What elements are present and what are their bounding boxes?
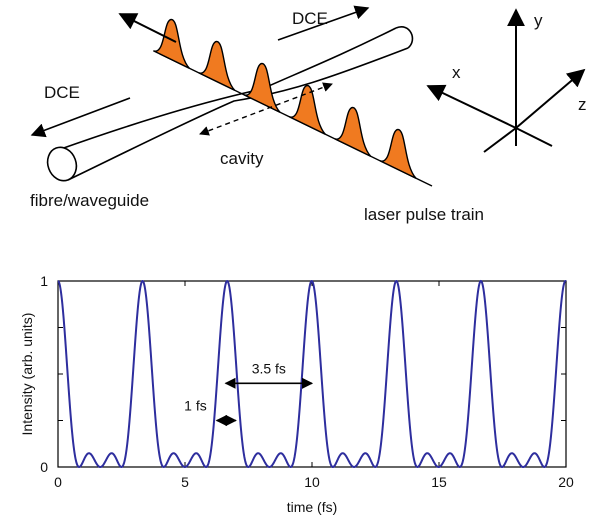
dce-arrow-left xyxy=(30,97,131,138)
propagation-arrow xyxy=(118,13,177,43)
x-tick-label: 15 xyxy=(431,474,447,490)
laser-pulse xyxy=(153,18,190,69)
intensity-plot: 0 5 10 15 20 0 1 3.5 fs 1 fs time (fs) Intensit… xyxy=(19,273,574,515)
x-tick-label: 5 xyxy=(181,474,189,490)
cavity-arrow xyxy=(199,82,333,136)
z-axis-label: z xyxy=(578,95,587,114)
annotations: 3.5 fs 1 fs xyxy=(184,360,314,427)
y-tick-label: 0 xyxy=(40,459,48,475)
laser-label: laser pulse train xyxy=(364,205,484,224)
laser-pulse xyxy=(198,40,236,91)
laser-pulse xyxy=(334,106,372,157)
laser-pulse-train xyxy=(153,18,433,187)
x-tick-label: 20 xyxy=(558,474,574,490)
coordinate-axes: y x z xyxy=(426,8,587,153)
intensity-series-line xyxy=(57,279,567,469)
dce-arrow-right xyxy=(277,5,370,41)
z-axis-arrow xyxy=(515,68,586,129)
pulse-width-label: 1 fs xyxy=(184,398,207,414)
axis-ticks: 0 5 10 15 20 0 1 xyxy=(40,273,574,490)
x-tick-label: 0 xyxy=(54,474,62,490)
y-axis-label: y xyxy=(534,11,543,30)
dce-top-label: DCE xyxy=(292,9,328,28)
y-axis-title: Intensity (arb. units) xyxy=(19,313,35,436)
x-axis-title: time (fs) xyxy=(287,499,338,515)
dce-left-label: DCE xyxy=(44,83,80,102)
x-tick-label: 10 xyxy=(304,474,320,490)
laser-pulse xyxy=(243,62,281,113)
cavity-label: cavity xyxy=(220,149,264,168)
laser-pulse xyxy=(289,84,326,135)
fibre-end-face xyxy=(46,146,78,182)
y-tick-label: 1 xyxy=(40,273,48,289)
period-label: 3.5 fs xyxy=(252,360,286,376)
x-axis-label: x xyxy=(452,63,461,82)
x-axis-arrow xyxy=(426,84,517,129)
fibre-label: fibre/waveguide xyxy=(30,191,149,210)
schematic-diagram: DCE DCE cavity fibre/waveguide laser pul… xyxy=(30,5,587,224)
laser-pulse xyxy=(379,128,417,179)
